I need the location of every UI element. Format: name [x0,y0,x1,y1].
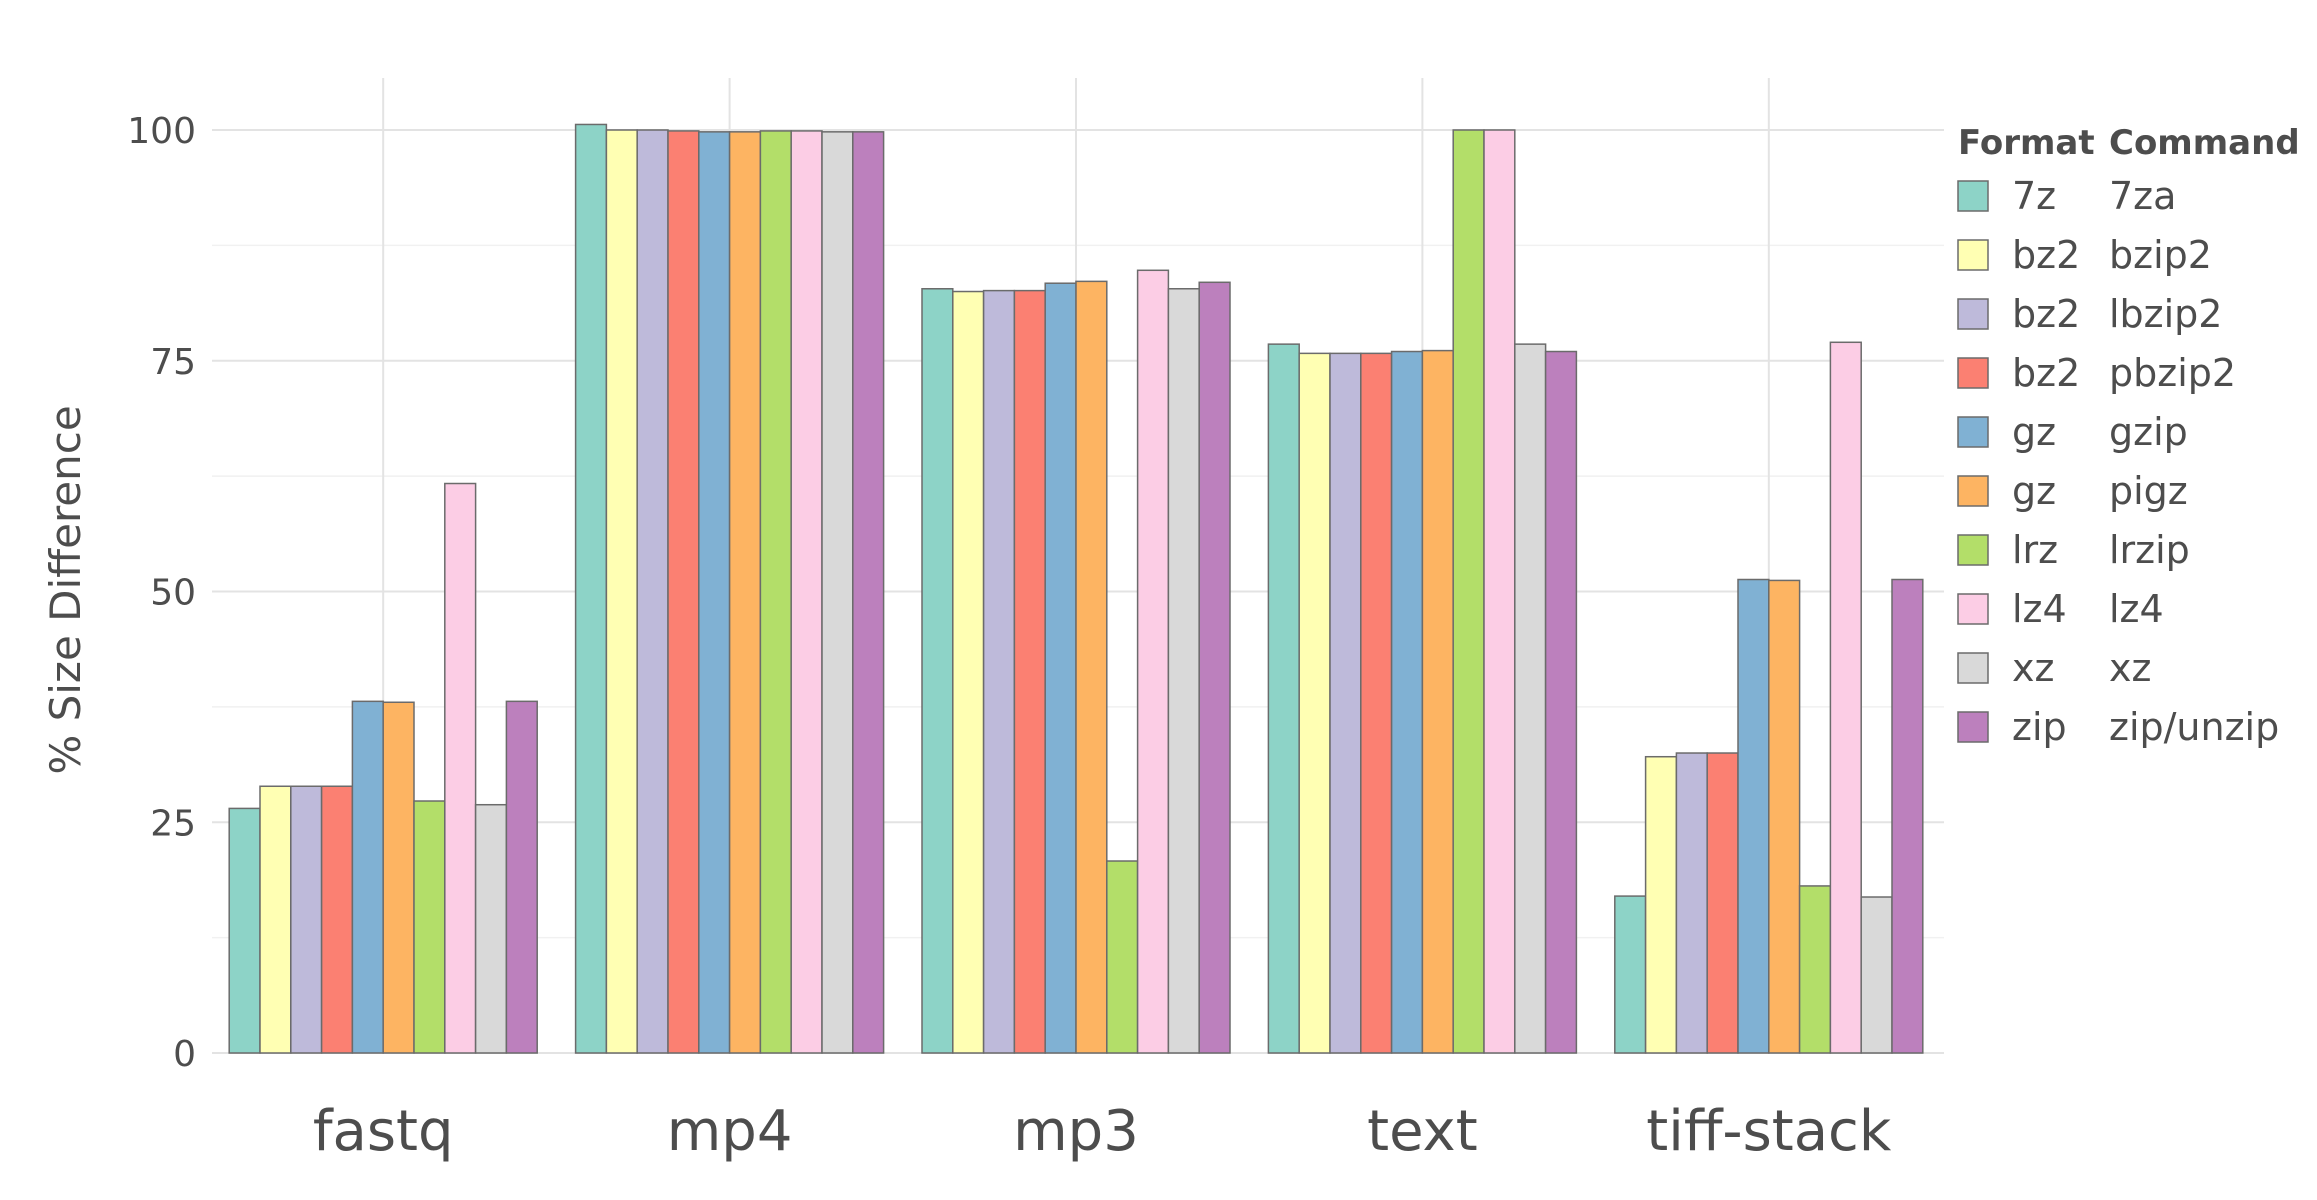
bar-mp4-pbzip2 [667,130,700,1054]
bar-mp3-lbzip2 [982,289,1016,1054]
bars [228,123,1924,1054]
legend-format-label: gz [2012,410,2056,454]
y-axis-title: % Size Difference [41,405,90,774]
bar-fastq-lbzip2 [290,785,323,1054]
y-tick-label: 25 [150,803,196,844]
bar-mp3-zipunzip [1198,281,1231,1054]
y-tick-label: 100 [127,111,196,152]
y-tick-label: 0 [173,1034,196,1075]
legend-swatch [1957,180,1989,212]
bar-mp3-7za [921,288,954,1054]
legend-format-label: 7z [2012,174,2056,218]
legend-command-label: bzip2 [2109,233,2212,277]
x-tick-label: fastq [313,1099,454,1164]
bar-mp4-pigz [728,131,762,1054]
x-tick-label: mp4 [667,1099,793,1164]
bar-fastq-gzip [351,700,384,1054]
bar-fastq-zipunzip [505,700,538,1054]
legend-swatch [1957,357,1989,389]
legend-items: 7z 7za bz2 bzip2 bz2 lbzip2 bz2 pbzip2 gz gzip gz p… [1957,174,2279,749]
y-tick-labels: 0 25 50 75 100 [127,111,196,1075]
bar-mp4-lrzip [759,130,792,1054]
bar-fastq-lrzip [413,800,446,1054]
legend-header-command: Command [2109,123,2300,163]
legend-format-label: bz2 [2012,292,2080,336]
bar-mp3-gzip [1044,282,1077,1054]
bar-fastq-lz4 [444,482,477,1054]
y-tick-label: 50 [150,573,196,614]
bar-text-pbzip2 [1360,352,1393,1054]
bar-mp4-gzip [698,131,731,1054]
bar-mp4-xz [821,131,854,1054]
legend-format-label: bz2 [2012,351,2080,395]
y-tick-label: 75 [150,342,196,383]
legend-command-label: 7za [2109,174,2176,218]
bar-text-7za [1267,343,1300,1054]
bar-mp3-lz4 [1136,269,1170,1054]
legend-command-label: xz [2109,646,2151,690]
bar-mp4-lz4 [790,130,823,1054]
bar-fastq-bzip2 [259,785,292,1054]
bar-mp4-bzip2 [605,129,638,1054]
bar-fastq-xz [474,803,508,1054]
bar-tiff-stack-bzip2 [1644,755,1678,1054]
legend-swatch [1957,475,1989,507]
bar-tiff-stack-gzip [1737,578,1770,1054]
x-tick-labels: fastq mp4 mp3 text tiff-stack [313,1099,1892,1164]
bar-text-lbzip2 [1329,352,1362,1054]
legend-swatch [1957,534,1989,566]
legend-swatch [1957,652,1989,684]
legend-command-label: lrzip [2109,528,2190,572]
legend-command-label: pigz [2109,469,2188,513]
legend-format-label: zip [2012,705,2067,749]
legend-format-label: lz4 [2012,587,2067,631]
bar-tiff-stack-lrzip [1798,885,1832,1054]
bar-text-lz4 [1483,129,1516,1054]
bar-tiff-stack-pbzip2 [1706,752,1739,1054]
bar-mp4-lbzip2 [636,129,669,1054]
bar-mp3-pigz [1075,280,1108,1054]
legend: Format Command 7z 7za bz2 bzip2 bz2 lbzip2 bz2… [1957,123,2300,749]
bar-fastq-pbzip2 [320,785,354,1054]
bar-mp3-bzip2 [952,290,985,1054]
bar-tiff-stack-lz4 [1829,341,1862,1054]
legend-format-label: xz [2012,646,2054,690]
legend-swatch [1957,416,1989,448]
bar-mp4-zipunzip [852,131,885,1054]
bar-text-zipunzip [1544,350,1578,1054]
legend-format-label: bz2 [2012,233,2080,277]
bar-text-gzip [1390,350,1424,1054]
legend-header-format: Format [1958,123,2095,163]
bar-tiff-stack-pigz [1768,579,1801,1054]
legend-format-label: gz [2012,469,2056,513]
x-tick-label: text [1367,1099,1478,1164]
bar-mp4-7za [574,123,608,1054]
bar-tiff-stack-7za [1614,895,1647,1054]
legend-format-label: lrz [2012,528,2058,572]
legend-swatch [1957,593,1989,625]
x-tick-label: tiff-stack [1646,1099,1892,1164]
bar-text-lrzip [1452,129,1485,1054]
legend-swatch [1957,711,1989,743]
x-tick-label: mp3 [1013,1099,1139,1164]
legend-command-label: zip/unzip [2109,705,2279,749]
bar-fastq-pigz [382,701,415,1054]
bar-text-pigz [1421,349,1454,1054]
legend-command-label: lz4 [2109,587,2164,631]
bar-mp3-pbzip2 [1013,289,1046,1054]
bar-mp3-xz [1167,288,1200,1054]
bar-tiff-stack-xz [1860,896,1893,1054]
bar-tiff-stack-zipunzip [1891,578,1924,1054]
bar-fastq-7za [228,807,261,1054]
bar-mp3-lrzip [1106,860,1139,1054]
legend-command-label: pbzip2 [2109,351,2236,395]
bar-tiff-stack-lbzip2 [1675,752,1708,1054]
legend-command-label: lbzip2 [2109,292,2222,336]
legend-swatch [1957,239,1989,271]
bar-text-bzip2 [1298,352,1331,1054]
legend-swatch [1957,298,1989,330]
bar-text-xz [1514,343,1547,1054]
legend-command-label: gzip [2109,410,2188,454]
